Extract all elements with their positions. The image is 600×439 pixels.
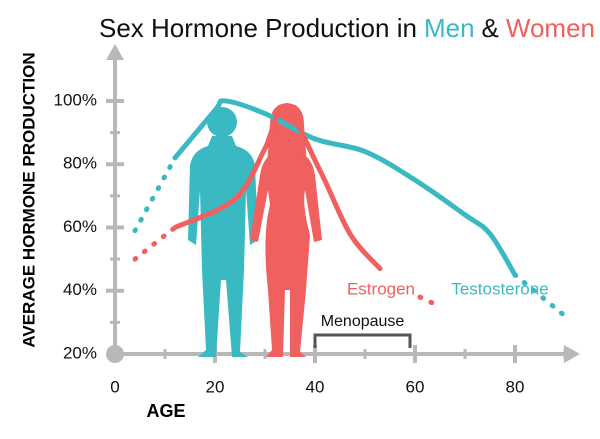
- x-axis-arrow: [564, 345, 580, 363]
- y-tick-label: 80%: [63, 154, 97, 173]
- origin-dot: [106, 345, 124, 363]
- title-part: Men: [424, 13, 475, 43]
- x-tick-label: 40: [306, 377, 325, 396]
- x-tick-label: 0: [110, 377, 119, 396]
- y-tick-label: 60%: [63, 217, 97, 236]
- x-axis-label: AGE: [146, 401, 185, 421]
- line-series: [172, 104, 383, 272]
- x-tick-label: 80: [506, 377, 525, 396]
- y-axis-label: AVERAGE HORMONE PRODUCTION: [19, 52, 38, 347]
- y-tick-label: 20%: [63, 343, 97, 362]
- title-part: Women: [506, 13, 595, 43]
- line-series-dotted: [132, 224, 178, 262]
- line-series-dotted: [512, 272, 568, 319]
- menopause-label: Menopause: [321, 313, 405, 330]
- line-series-dotted: [132, 155, 178, 234]
- x-tick-label: 60: [406, 377, 425, 396]
- chart-title: Sex Hormone Production in Men & Women: [99, 13, 595, 43]
- woman-silhouette: [250, 103, 322, 357]
- series-label: Estrogen: [347, 279, 415, 298]
- title-part: Sex Hormone Production in: [99, 13, 417, 43]
- y-tick-label: 100%: [54, 90, 97, 109]
- line-series: [172, 98, 518, 278]
- silhouettes: [188, 103, 322, 357]
- man-silhouette: [188, 107, 258, 357]
- series-label: Testosterone: [451, 279, 548, 298]
- title-part: &: [482, 13, 499, 43]
- y-axis-arrow: [106, 44, 124, 60]
- line-series-dotted: [417, 294, 443, 310]
- y-tick-label: 40%: [63, 280, 97, 299]
- x-tick-label: 20: [206, 377, 225, 396]
- menopause-bracket: [313, 333, 412, 348]
